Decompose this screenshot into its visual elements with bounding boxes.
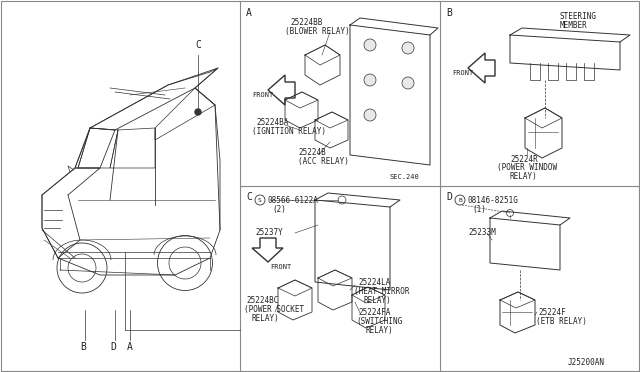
Text: B: B [446, 8, 452, 18]
Text: J25200AN: J25200AN [568, 358, 605, 367]
Text: FRONT: FRONT [270, 264, 291, 270]
Text: D: D [446, 192, 452, 202]
Polygon shape [252, 238, 283, 262]
Circle shape [338, 196, 346, 204]
Text: A: A [246, 8, 252, 18]
Text: FRONT: FRONT [452, 70, 473, 76]
Text: (ACC RELAY): (ACC RELAY) [298, 157, 349, 166]
Text: (POWER WINDOW: (POWER WINDOW [497, 163, 557, 172]
Text: B: B [458, 198, 462, 202]
Text: 25224LA: 25224LA [358, 278, 390, 287]
Text: STEERING: STEERING [560, 12, 597, 21]
Text: 25224F: 25224F [538, 308, 566, 317]
Text: 25224B: 25224B [298, 148, 326, 157]
Text: RELAY): RELAY) [252, 314, 280, 323]
Text: FRONT: FRONT [252, 92, 273, 98]
Text: 25224R: 25224R [510, 155, 538, 164]
Text: (BLOWER RELAY): (BLOWER RELAY) [285, 27, 349, 36]
Text: 25224BB: 25224BB [290, 18, 323, 27]
Circle shape [506, 209, 513, 217]
Text: (ETB RELAY): (ETB RELAY) [536, 317, 587, 326]
Text: 25224FA: 25224FA [358, 308, 390, 317]
Text: RELAY): RELAY) [510, 172, 538, 181]
Text: 08566-6122A: 08566-6122A [268, 196, 319, 205]
Text: (1): (1) [472, 205, 486, 214]
Text: SEC.240: SEC.240 [390, 174, 420, 180]
Text: (SWITCHING: (SWITCHING [356, 317, 403, 326]
Text: C: C [195, 40, 201, 50]
Text: (IGNITION RELAY): (IGNITION RELAY) [252, 127, 326, 136]
Circle shape [402, 42, 414, 54]
Text: 08146-8251G: 08146-8251G [468, 196, 519, 205]
Text: C: C [246, 192, 252, 202]
Text: (POWER SOCKET: (POWER SOCKET [244, 305, 304, 314]
Text: D: D [110, 342, 116, 352]
Text: 25224BC: 25224BC [246, 296, 278, 305]
Text: 25233M: 25233M [468, 228, 496, 237]
Circle shape [255, 195, 265, 205]
Circle shape [364, 39, 376, 51]
Text: (2): (2) [272, 205, 286, 214]
Circle shape [364, 109, 376, 121]
Text: (HEAT MIRROR: (HEAT MIRROR [354, 287, 410, 296]
Circle shape [455, 195, 465, 205]
Text: 25237Y: 25237Y [255, 228, 283, 237]
Circle shape [364, 74, 376, 86]
Text: RELAY): RELAY) [364, 296, 392, 305]
Text: A: A [127, 342, 133, 352]
Text: B: B [80, 342, 86, 352]
Text: RELAY): RELAY) [366, 326, 394, 335]
Text: S: S [258, 198, 262, 202]
Text: MEMBER: MEMBER [560, 21, 588, 30]
Text: 25224BA: 25224BA [256, 118, 289, 127]
Circle shape [195, 109, 201, 115]
Polygon shape [468, 53, 495, 83]
Circle shape [402, 77, 414, 89]
Polygon shape [268, 75, 295, 105]
